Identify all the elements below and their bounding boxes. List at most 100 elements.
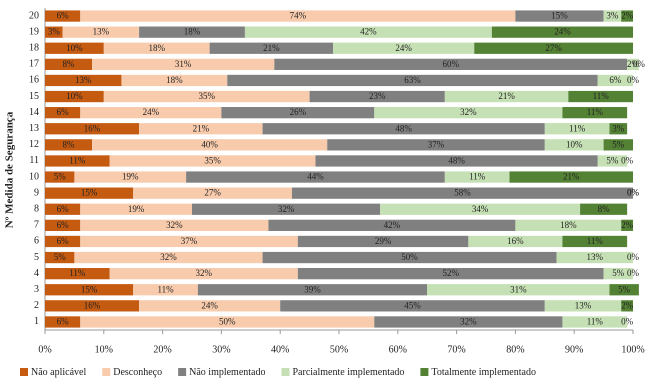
value-label: 0%: [633, 59, 646, 69]
bar-segment: [621, 300, 633, 312]
value-label: 0%: [621, 317, 634, 327]
value-label: 48%: [448, 156, 465, 166]
value-label: 32%: [278, 204, 295, 214]
value-label: 11%: [587, 236, 604, 246]
value-label: 35%: [204, 156, 221, 166]
bar-segment: [45, 187, 134, 199]
value-label: 24%: [143, 107, 160, 117]
bar-segment: [374, 107, 563, 119]
value-label: 3%: [48, 27, 61, 37]
value-label: 0%: [627, 75, 640, 85]
value-label: 11%: [587, 317, 604, 327]
bar-segment: [580, 203, 628, 215]
bar-segment: [109, 268, 298, 280]
value-label: 24%: [395, 43, 412, 53]
bar-segment: [544, 123, 610, 135]
bar-segment: [80, 316, 375, 328]
bar-segment: [333, 42, 475, 54]
value-label: 37%: [428, 139, 445, 149]
bar-segment: [139, 123, 263, 135]
value-label: 42%: [360, 27, 377, 37]
bar-segment: [45, 107, 81, 119]
bar-segment: [621, 219, 633, 231]
value-label: 2%: [621, 220, 634, 230]
value-label: 0%: [627, 252, 640, 262]
bar-segment: [327, 139, 545, 151]
bar-segment: [221, 107, 375, 119]
value-label: 16%: [84, 123, 101, 133]
bar-segment: [139, 300, 281, 312]
bar-segment: [192, 203, 381, 215]
legend-swatch: [420, 368, 429, 376]
legend-swatch: [102, 368, 111, 376]
bar-segment: [597, 155, 628, 167]
value-label: 15%: [81, 284, 98, 294]
x-tick-label: 90%: [565, 344, 583, 355]
bar-segment: [509, 171, 633, 183]
bar-segment: [474, 42, 633, 54]
bar-segment: [45, 171, 75, 183]
value-label: 5%: [54, 252, 67, 262]
bar-segment: [544, 300, 622, 312]
bar-segment: [133, 284, 198, 296]
value-label: 11%: [593, 91, 610, 101]
bar-segment: [74, 251, 263, 264]
bar-segment: [544, 139, 604, 151]
y-tick-label: 16: [29, 75, 39, 86]
value-label: 13%: [587, 252, 604, 262]
bar-segment: [45, 219, 81, 231]
bar-segment: [280, 300, 545, 312]
bar-segment: [491, 26, 633, 38]
value-label: 50%: [219, 317, 236, 327]
value-label: 6%: [57, 204, 70, 214]
bar-segment: [45, 300, 140, 312]
bar-segment: [562, 316, 628, 328]
bar-segment: [45, 42, 104, 54]
value-label: 35%: [198, 91, 215, 101]
value-label: 11%: [469, 172, 486, 182]
y-tick-label: 12: [29, 139, 39, 150]
value-label: 45%: [404, 300, 421, 310]
bar-segment: [197, 284, 428, 296]
bar-segment: [444, 90, 569, 103]
legend-label: Não aplicável: [31, 367, 86, 378]
bar-segment: [556, 251, 633, 264]
bar-segment: [427, 284, 610, 296]
y-tick-label: 11: [29, 155, 39, 166]
bar-segment: [80, 219, 269, 231]
bar-segment: [45, 74, 122, 87]
value-label: 32%: [460, 107, 477, 117]
value-label: 60%: [442, 59, 459, 69]
value-label: 10%: [66, 43, 83, 53]
bar-segment: [92, 139, 328, 151]
y-tick-label: 4: [34, 268, 39, 279]
value-label: 48%: [395, 123, 412, 133]
value-label: 19%: [128, 204, 145, 214]
y-tick-label: 19: [29, 26, 39, 37]
value-label: 6%: [609, 75, 622, 85]
bar-segment: [103, 42, 210, 54]
bar-segment: [274, 58, 628, 70]
bar-segment: [568, 90, 633, 103]
value-label: 11%: [157, 284, 174, 294]
bar-segment: [627, 58, 639, 70]
value-label: 19%: [122, 172, 139, 182]
value-label: 8%: [598, 204, 611, 214]
value-label: 6%: [57, 11, 70, 21]
bar-segment: [297, 235, 469, 248]
bar-segment: [603, 139, 633, 151]
x-tick-label: 100%: [621, 344, 644, 355]
x-tick-label: 40%: [271, 344, 289, 355]
value-label: 5%: [606, 156, 619, 166]
value-label: 32%: [166, 220, 183, 230]
bar-segment: [80, 10, 516, 22]
x-tick-label: 20%: [153, 344, 171, 355]
value-label: 5%: [54, 172, 67, 182]
bar-segment: [380, 203, 581, 215]
bar-segment: [74, 171, 187, 183]
value-label: 18%: [184, 27, 201, 37]
value-label: 23%: [369, 91, 386, 101]
bar-segment: [45, 251, 75, 264]
value-label: 21%: [263, 43, 280, 53]
bar-segment: [444, 171, 510, 183]
